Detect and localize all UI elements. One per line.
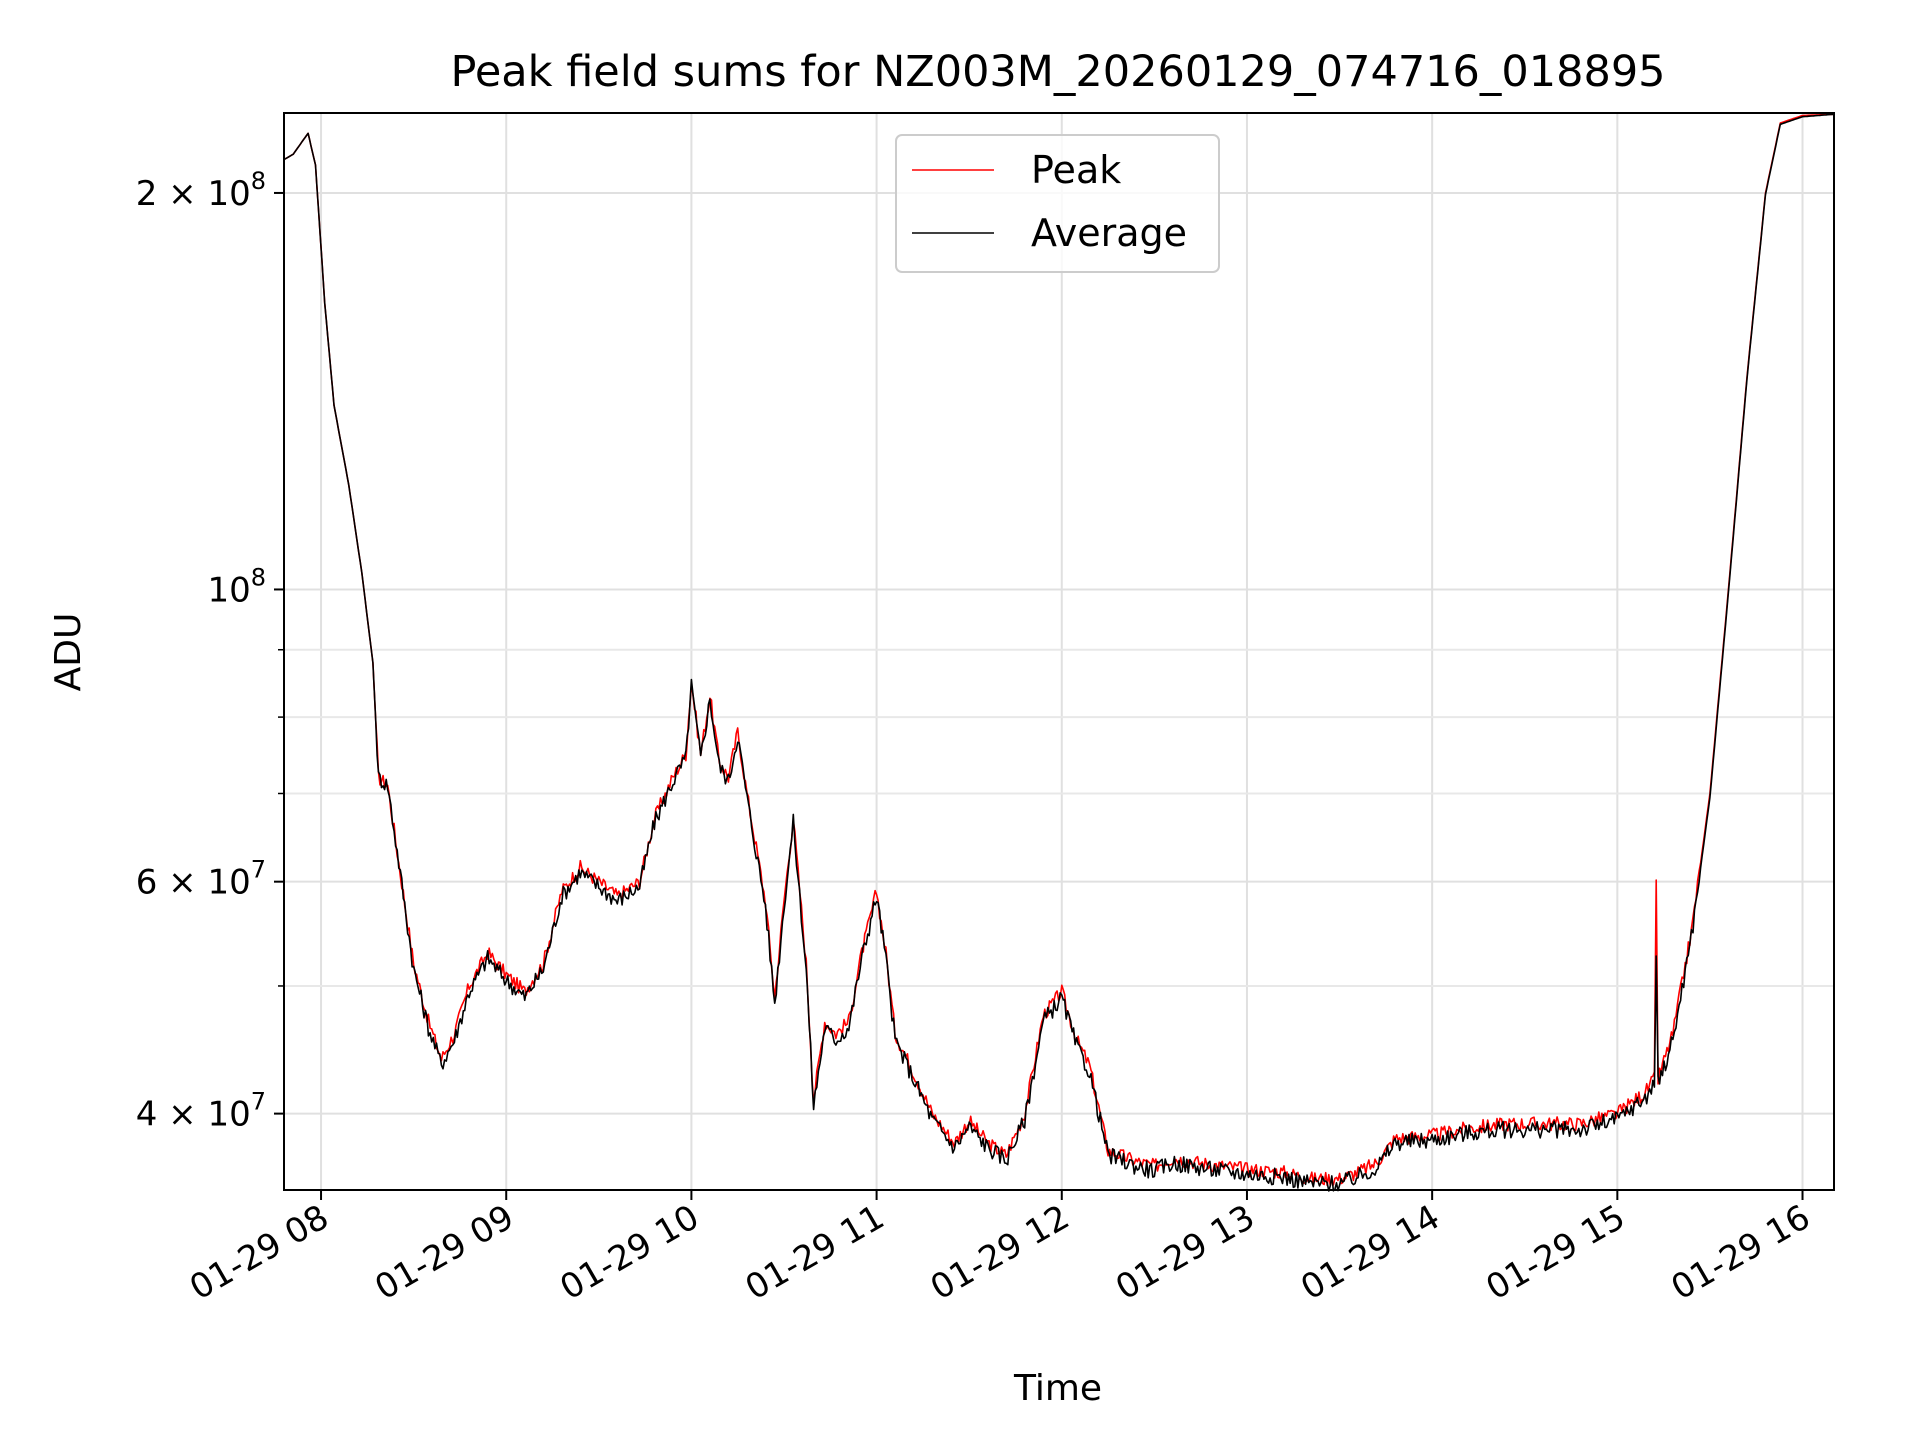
series-line-average xyxy=(283,113,1835,1192)
x-axis-label: Time xyxy=(1013,1368,1102,1409)
y-tick-label: 6 × 107 xyxy=(136,856,266,903)
y-tick-label: 4 × 107 xyxy=(136,1088,266,1135)
y-tick-label: 108 xyxy=(207,563,266,610)
axes-frame xyxy=(283,112,1835,1191)
grid xyxy=(284,113,1834,1190)
legend-peak-label: Peak xyxy=(1031,148,1121,192)
legend: Peak Average xyxy=(895,134,1220,273)
legend-average-label: Average xyxy=(1031,211,1187,255)
y-tick-label: 2 × 108 xyxy=(136,167,266,214)
chart-title: Peak field sums for NZ003M_20260129_0747… xyxy=(450,47,1665,97)
y-axis-label: ADU xyxy=(48,613,89,692)
plot-series xyxy=(283,113,1835,1192)
y-axis-ticks: 4 × 107 6 × 107 108 2 × 108 xyxy=(136,167,284,1135)
